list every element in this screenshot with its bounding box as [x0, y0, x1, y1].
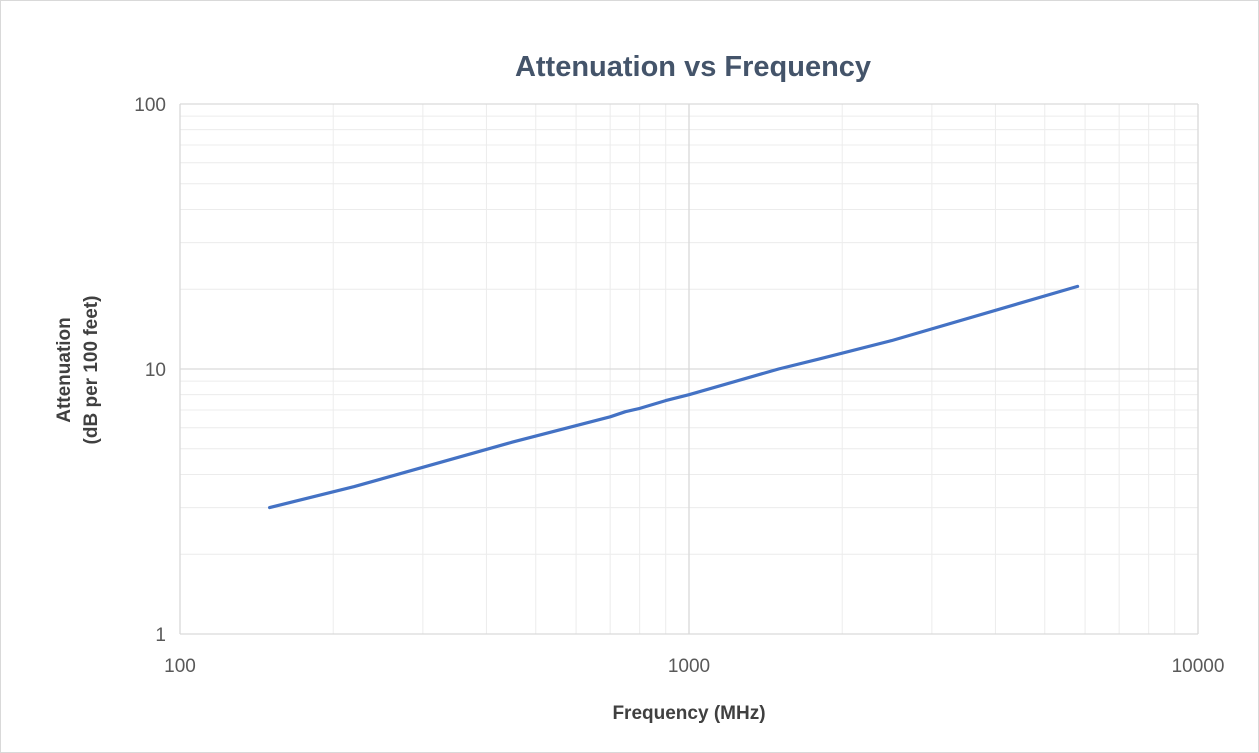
y-axis-title: Attenuation (dB per 100 feet)	[54, 296, 102, 445]
series-line	[268, 284, 1080, 510]
x-tick-label: 10000	[1172, 656, 1225, 677]
series-layer	[268, 284, 1080, 510]
y-tick-label: 10	[145, 360, 166, 381]
y-axis-title-line-2: (dB per 100 feet)	[81, 296, 102, 445]
y-tick-label: 1	[155, 625, 166, 646]
y-axis-title-line-1: Attenuation	[54, 317, 75, 423]
x-tick-label: 100	[164, 656, 196, 677]
tick-labels: 100 1000 10000 1 10 100	[134, 95, 1224, 677]
x-tick-label: 1000	[668, 656, 710, 677]
x-axis-title: Frequency (MHz)	[612, 703, 765, 724]
chart-title: Attenuation vs Frequency	[515, 51, 871, 83]
y-tick-label: 100	[134, 95, 166, 116]
major-gridlines	[179, 103, 1199, 635]
